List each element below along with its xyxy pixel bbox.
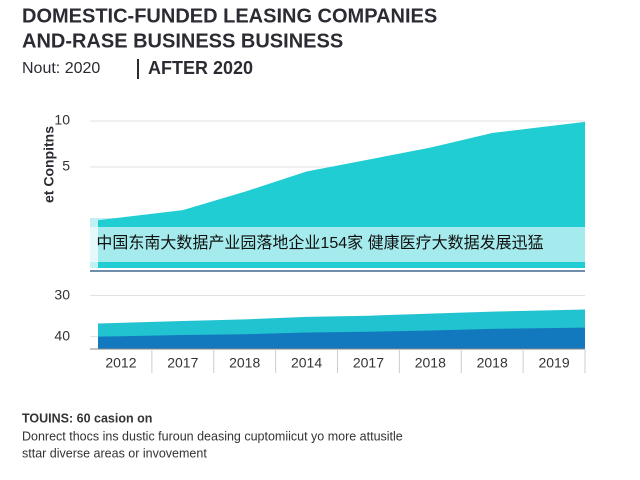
subtitle: Nout: 2020 [22,60,100,77]
title-line: DOMESTIC-FUNDED LEASING COMPANIES [22,5,437,27]
area [98,327,585,349]
x-tick-label: 2012 [105,355,136,371]
x-tick-label: 2018 [477,355,508,371]
title-line: AND-RASE BUSINESS BUSINESS [22,30,343,52]
subtitle-strong: AFTER 2020 [148,58,253,78]
x-tick-label: 2017 [353,355,384,371]
x-tick-label: 2018 [415,355,446,371]
y-tick-label: 40 [54,327,70,343]
x-tick-label: 2019 [538,355,569,371]
x-tick-label: 2014 [291,355,322,371]
banner-bg [0,227,640,262]
separator [137,59,139,79]
footnote: TOUINS: 60 casion on [22,411,152,425]
banner: 中国东南大数据产业园落地企业154家 健康医疗大数据发展迅猛 [96,234,543,252]
y-tick-label: 30 [54,286,70,302]
y-tick-label: 5 [62,158,70,174]
footnote: Donrect thocs ins dustic furoun deasing … [22,429,403,443]
x-tick-label: 2018 [229,355,260,371]
y-tick-label: 10 [54,112,70,128]
footnote: sttar diverse areas or invovement [22,446,207,460]
x-tick-label: 2017 [167,355,198,371]
y-axis-label: et Conpitns [41,126,57,203]
